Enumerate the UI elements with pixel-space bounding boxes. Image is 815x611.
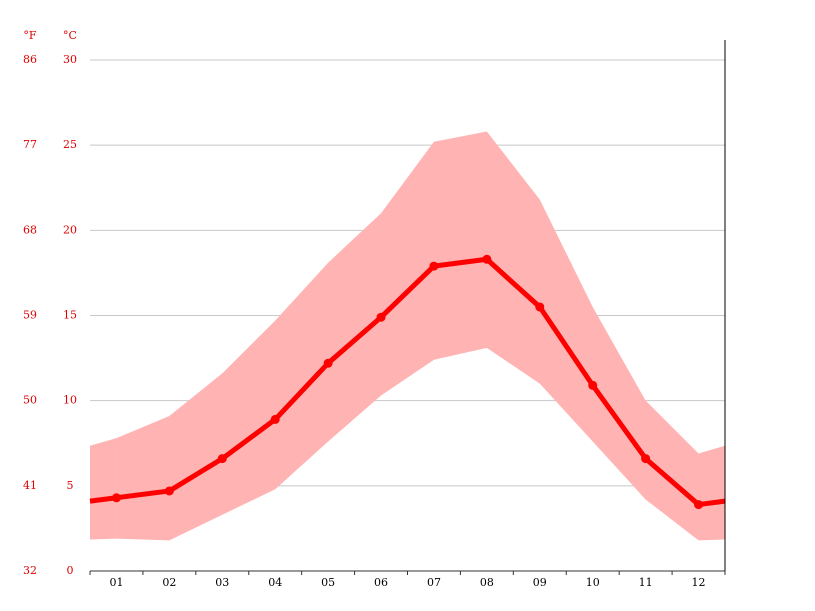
y-tick-label: 5 <box>67 479 74 492</box>
x-tick-label: 07 <box>427 576 441 589</box>
x-tick-label: 02 <box>162 576 176 589</box>
y-tick-label: 25 <box>63 138 77 151</box>
point <box>429 261 439 271</box>
y2-tick-label: 59 <box>23 309 37 322</box>
y2-tick-label: 41 <box>23 479 37 492</box>
y2-tick-label: 86 <box>23 53 37 66</box>
y-axis-label: °C <box>63 29 77 42</box>
range-edge <box>90 438 117 540</box>
x-tick-label: 08 <box>480 576 494 589</box>
y2-tick-label: 68 <box>23 223 37 236</box>
y2-tick-label: 77 <box>23 138 37 151</box>
y-tick-label: 15 <box>63 309 77 322</box>
x-tick-label: 05 <box>321 576 335 589</box>
point <box>641 454 651 464</box>
range-edge <box>698 445 725 541</box>
line <box>116 256 701 507</box>
point <box>217 454 227 464</box>
y-tick-label: 30 <box>63 53 77 66</box>
x-tick-label: 03 <box>215 576 229 589</box>
point <box>376 312 386 322</box>
point <box>482 254 492 264</box>
range-area <box>116 131 699 541</box>
point <box>588 380 598 390</box>
point <box>694 500 704 510</box>
y2-tick-label: 32 <box>23 564 37 577</box>
point <box>270 414 280 424</box>
point <box>535 302 545 312</box>
x-tick-label: 10 <box>586 576 600 589</box>
x-tick-label: 11 <box>639 576 653 589</box>
x-tick-label: 06 <box>374 576 388 589</box>
point <box>111 493 121 503</box>
y2-axis-label: °F <box>23 29 37 42</box>
y-tick-label: 0 <box>67 564 74 577</box>
x-tick-label: 09 <box>533 576 547 589</box>
point <box>323 358 333 368</box>
x-tick-label: 12 <box>692 576 706 589</box>
y-tick-label: 10 <box>63 394 77 407</box>
y-tick-label: 20 <box>63 223 77 236</box>
x-tick-label: 04 <box>268 576 282 589</box>
point <box>164 486 174 496</box>
y2-tick-label: 50 <box>23 394 37 407</box>
x-tick-label: 01 <box>109 576 123 589</box>
